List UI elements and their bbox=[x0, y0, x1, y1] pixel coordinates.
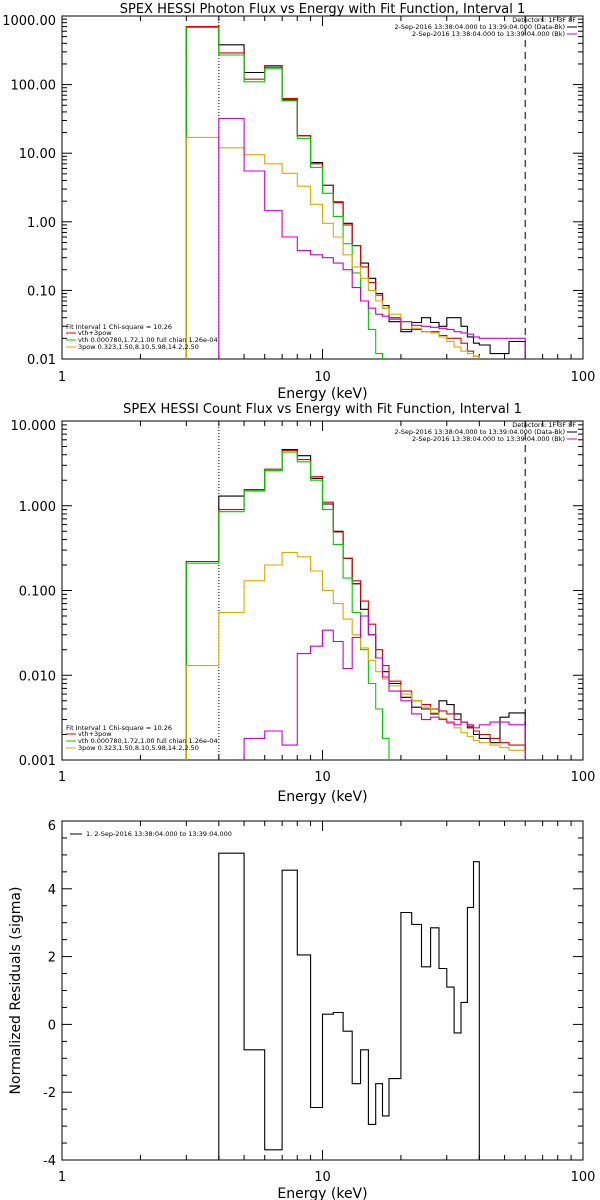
x-tick-label: 100 bbox=[571, 370, 596, 385]
y-tick-label: 0.001 bbox=[19, 754, 56, 769]
legend-header: Fit Interval 1 Chi-square = 10.26 bbox=[66, 724, 172, 732]
y-tick-label: 2 bbox=[48, 951, 56, 966]
x-tick-label: 1 bbox=[58, 370, 66, 385]
legend-entry-label: 2-Sep-2016 13:38:04.000 to 13:39:04.000 … bbox=[412, 435, 565, 443]
y-tick-label: -4 bbox=[43, 1154, 56, 1169]
legend-entry-label: 2-Sep-2016 13:38:04.000 to 13:39:04.000 … bbox=[394, 428, 565, 436]
chart-panel-3: 1 10 100 -4 -2 0 2 4 6 Energy (keV) Normalized Res… bbox=[8, 819, 595, 1200]
series-line-3 bbox=[185, 451, 526, 760]
legend-entry-label: vth+3pow bbox=[78, 329, 112, 337]
legend-header: Detectors: 1F 3F 8F bbox=[512, 421, 576, 429]
legend-entry-label: vth 0.000780,1.72,1.00 full chian 1.26e-… bbox=[78, 737, 218, 745]
legend-header: Fit Interval 1 Chi-square = 10.26 bbox=[66, 323, 172, 331]
y-axis-label: Normalized Residuals (sigma) bbox=[8, 887, 24, 1095]
x-tick-label: 10 bbox=[314, 370, 331, 385]
legend-entry-label: vth+3pow bbox=[78, 730, 112, 738]
series-line-2 bbox=[185, 449, 526, 760]
y-tick-label: 0 bbox=[48, 1018, 56, 1033]
x-tick-label: 10 bbox=[314, 1170, 331, 1185]
series-line-4 bbox=[185, 136, 526, 359]
x-tick-label: 10 bbox=[314, 770, 331, 785]
x-axis-label: Energy (keV) bbox=[277, 789, 367, 805]
series-line-1 bbox=[185, 26, 526, 359]
y-tick-label: 1000.00 bbox=[2, 14, 56, 29]
y-tick-label: 1.00 bbox=[27, 216, 56, 231]
x-axis-label: Energy (keV) bbox=[277, 386, 367, 402]
y-tick-label: 10.000 bbox=[11, 419, 57, 434]
y-tick-label: 10.00 bbox=[19, 147, 56, 162]
y-tick-label: 1.000 bbox=[19, 500, 56, 515]
legend-header: Detectors: 1F 3F 8F bbox=[512, 16, 576, 24]
y-tick-label: 0.100 bbox=[19, 585, 56, 600]
chart-panel-1: SPEX HESSI Photon Flux vs Energy with Fi… bbox=[2, 2, 595, 402]
x-tick-label: 1 bbox=[58, 770, 66, 785]
series-line-1 bbox=[218, 852, 480, 1160]
series-line-2 bbox=[185, 26, 526, 359]
series-line-5 bbox=[185, 117, 526, 359]
x-axis-label: Energy (keV) bbox=[277, 1186, 367, 1200]
data-series bbox=[185, 26, 526, 359]
chart-title: SPEX HESSI Photon Flux vs Energy with Fi… bbox=[120, 2, 526, 17]
x-tick-label: 100 bbox=[571, 770, 596, 785]
data-series bbox=[218, 852, 480, 1160]
legend-entry-label: 2-Sep-2016 13:38:04.000 to 13:39:04.000 … bbox=[412, 30, 565, 38]
series-line-5 bbox=[185, 615, 526, 760]
legend-entry-label: 1. 2-Sep-2016 13:38:04.000 to 13:39:04.0… bbox=[86, 830, 232, 838]
legend-entry-label: 2-Sep-2016 13:38:04.000 to 13:39:04.000 … bbox=[394, 23, 565, 31]
legend-entry-label: vth 0.000780,1.72,1.00 full chian 1.26e-… bbox=[78, 336, 218, 344]
y-tick-label: 6 bbox=[48, 819, 56, 834]
series-line-3 bbox=[185, 26, 526, 359]
legend-entry-label: 3pow 0.323,1.50,8.10,5.98,14.2,2.50 bbox=[78, 343, 199, 351]
y-tick-label: -2 bbox=[43, 1086, 56, 1101]
chart-title: SPEX HESSI Count Flux vs Energy with Fit… bbox=[123, 402, 522, 417]
x-tick-label: 1 bbox=[58, 1170, 66, 1185]
y-tick-label: 0.01 bbox=[27, 353, 56, 368]
legend-entry-label: 3pow 0.323,1.50,8.10,5.98,14.2,2.50 bbox=[78, 744, 199, 752]
y-tick-label: 0.10 bbox=[27, 284, 56, 299]
chart-panel-2: SPEX HESSI Count Flux vs Energy with Fit… bbox=[11, 402, 596, 805]
data-series bbox=[185, 449, 526, 760]
x-tick-label: 100 bbox=[571, 1170, 596, 1185]
y-tick-label: 4 bbox=[48, 883, 56, 898]
plot-frame bbox=[61, 820, 584, 1161]
y-tick-label: 100.00 bbox=[11, 79, 57, 94]
y-tick-label: 0.010 bbox=[19, 669, 56, 684]
series-line-1 bbox=[185, 449, 526, 760]
